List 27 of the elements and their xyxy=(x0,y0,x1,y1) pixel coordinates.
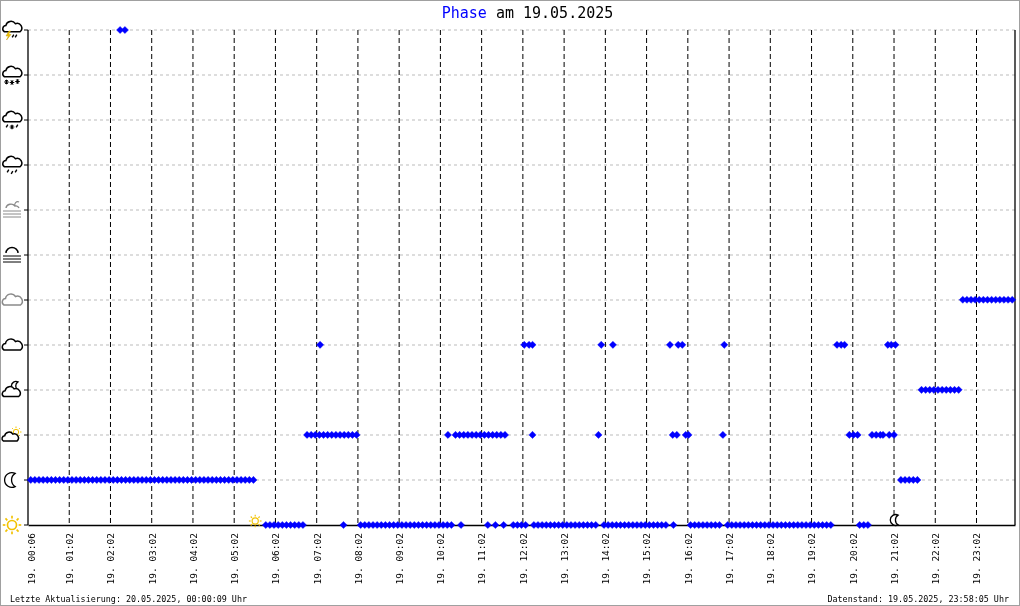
x-tick-label: 19. 04:02 xyxy=(187,533,199,585)
chart-title: Phase am 19.05.2025 xyxy=(441,4,614,22)
x-tick-label: 19. 21:02 xyxy=(888,533,900,585)
x-tick-label: 19. 22:02 xyxy=(930,533,942,585)
x-tick-label: 19. 14:02 xyxy=(600,533,612,585)
x-tick-label: 19. 00:06 xyxy=(25,532,37,585)
text: Datenstand: 19.05.2025, 23:58:05 Uhr xyxy=(827,594,1009,604)
x-tick-label: 19. 19:02 xyxy=(806,533,818,585)
x-tick-label: 19. 03:02 xyxy=(146,533,158,585)
x-tick-label: 19. 18:02 xyxy=(765,533,777,585)
x-tick-label: 19. 05:02 xyxy=(229,533,241,585)
x-tick-label: 19. 23:02 xyxy=(971,533,983,585)
text: Letzte Aktualisierung: 20.05.2025, 00:00:09 Uhr xyxy=(10,594,247,604)
x-tick-label: 19. 11:02 xyxy=(476,533,488,585)
x-tick-label: 19. 01:02 xyxy=(64,533,76,585)
x-tick-label: 19. 15:02 xyxy=(641,533,653,585)
x-tick-label: 19. 10:02 xyxy=(435,533,447,585)
x-tick-label: 19. 16:02 xyxy=(682,533,694,585)
x-tick-label: 19. 06:02 xyxy=(270,533,282,585)
x-tick-label: 19. 09:02 xyxy=(393,533,405,585)
x-tick-label: 19. 17:02 xyxy=(723,533,735,585)
x-tick-label: 19. 12:02 xyxy=(517,533,529,585)
x-tick-label: 19. 07:02 xyxy=(311,533,323,585)
x-tick-label: 19. 02:02 xyxy=(105,533,117,585)
x-tick-label: 19. 20:02 xyxy=(847,533,859,585)
x-tick-label: 19. 08:02 xyxy=(352,533,364,585)
x-tick-label: 19. 13:02 xyxy=(558,533,570,585)
